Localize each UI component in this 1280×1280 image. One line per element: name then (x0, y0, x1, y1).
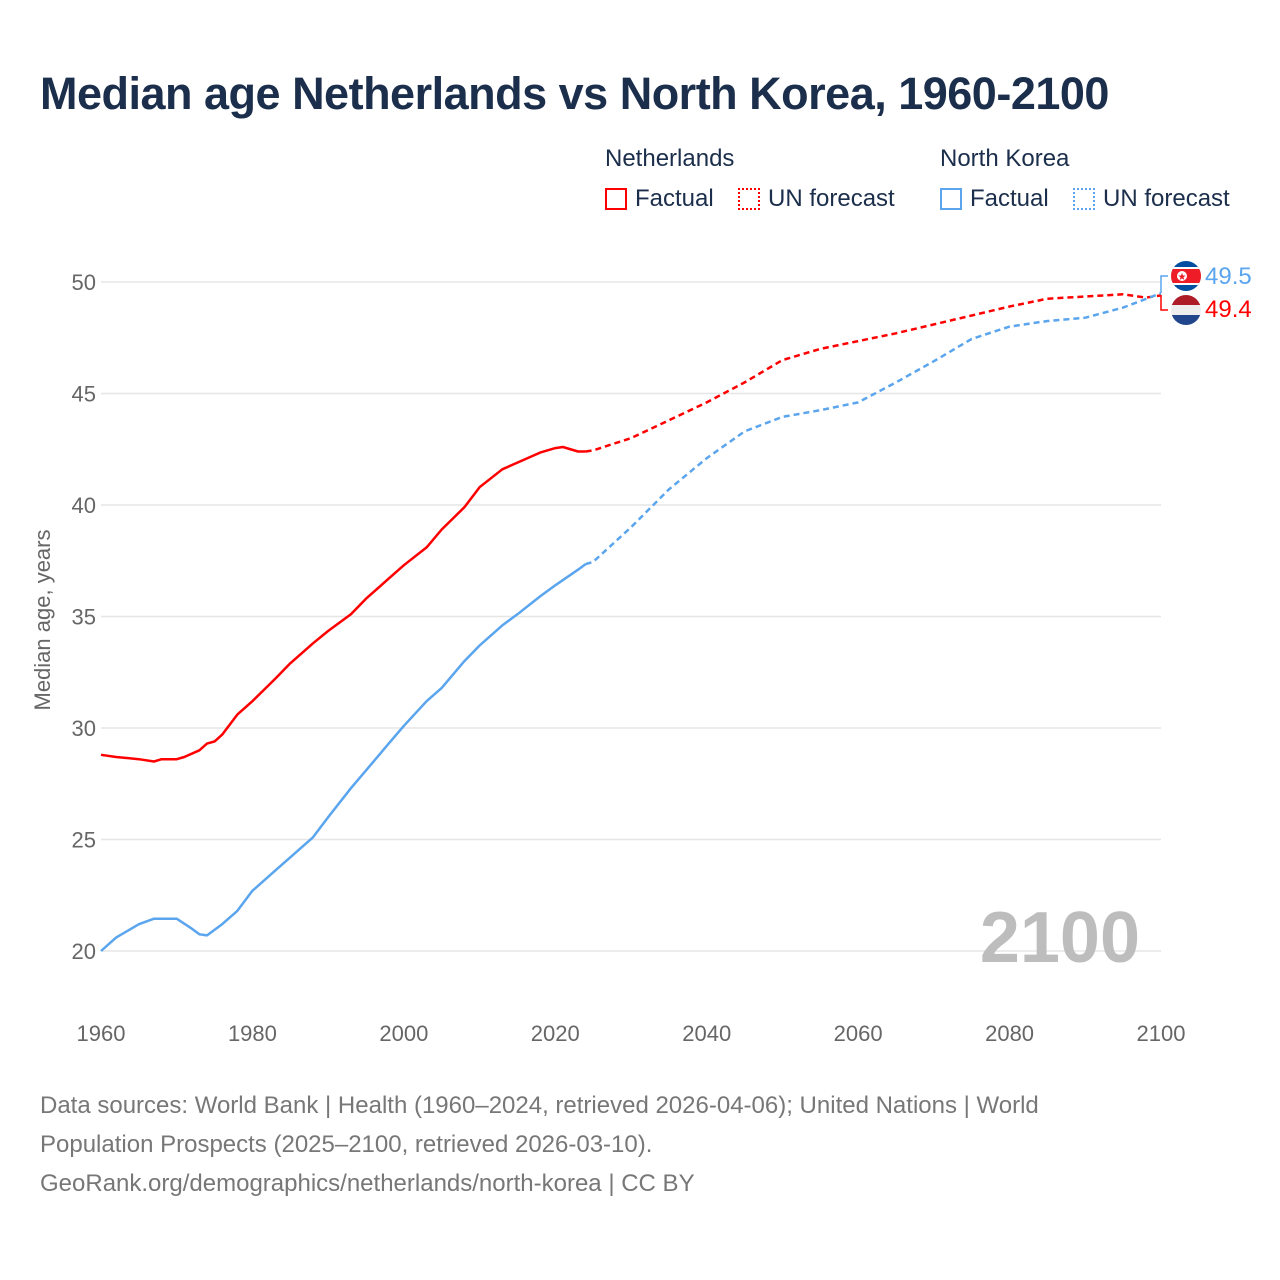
x-tick-label: 2020 (531, 1021, 580, 1046)
legend-group-north-korea: North Korea (940, 145, 1070, 172)
netherlands-forecast-line (585, 293, 1162, 453)
y-tick-label: 50 (72, 270, 96, 295)
netherlands-end-value: 49.4 (1205, 296, 1252, 323)
legend-label: Factual (970, 185, 1049, 212)
legend-netherlands-factual[interactable]: Factual (605, 185, 714, 213)
legend-swatch-dotted (1073, 188, 1095, 210)
x-tick-label: 1980 (228, 1021, 277, 1046)
north-korea-end-value: 49.5 (1205, 263, 1252, 290)
legend-label: UN forecast (1103, 185, 1230, 212)
x-tick-label: 2100 (1137, 1021, 1186, 1046)
year-watermark: 2100 (980, 898, 1140, 978)
footer-sources: Data sources: World Bank | Health (1960–… (40, 1086, 1240, 1203)
chart-title: Median age Netherlands vs North Korea, 1… (40, 68, 1109, 119)
y-tick-label: 20 (72, 939, 96, 964)
legend-north-korea-forecast[interactable]: UN forecast (1073, 185, 1230, 213)
legend-north-korea-factual[interactable]: Factual (940, 185, 1049, 213)
y-tick-label: 40 (72, 493, 96, 518)
nk-connector (1160, 275, 1168, 293)
footer-line: Population Prospects (2025–2100, retriev… (40, 1131, 653, 1158)
x-tick-label: 2040 (682, 1021, 731, 1046)
legend-netherlands-forecast[interactable]: UN forecast (738, 185, 895, 213)
footer-link[interactable]: GeoRank.org/demographics/netherlands/nor… (40, 1170, 695, 1197)
y-tick-label: 35 (72, 605, 96, 630)
north-korea-flag-icon: ★ (1171, 261, 1201, 291)
footer-line: Data sources: World Bank | Health (1960–… (40, 1092, 1039, 1119)
x-tick-label: 1960 (77, 1021, 126, 1046)
legend-swatch-solid (940, 188, 962, 210)
x-tick-label: 2080 (985, 1021, 1034, 1046)
netherlands-factual-line (100, 445, 586, 763)
north-korea-forecast-line (585, 292, 1162, 566)
x-tick-label: 2060 (834, 1021, 883, 1046)
y-axis-label: Median age, years (30, 530, 55, 711)
netherlands-flag-icon (1171, 295, 1201, 325)
y-tick-label: 25 (72, 828, 96, 853)
nl-connector (1160, 295, 1168, 311)
y-tick-label: 45 (72, 382, 96, 407)
x-tick-label: 2000 (379, 1021, 428, 1046)
y-tick-label: 30 (72, 716, 96, 741)
legend-swatch-dotted (738, 188, 760, 210)
svg-text:★: ★ (1178, 272, 1187, 283)
legend-group-netherlands: Netherlands (605, 145, 735, 172)
north-korea-factual-line (100, 563, 587, 952)
legend-label: Factual (635, 185, 714, 212)
legend-label: UN forecast (768, 185, 895, 212)
legend-swatch-solid (605, 188, 627, 210)
